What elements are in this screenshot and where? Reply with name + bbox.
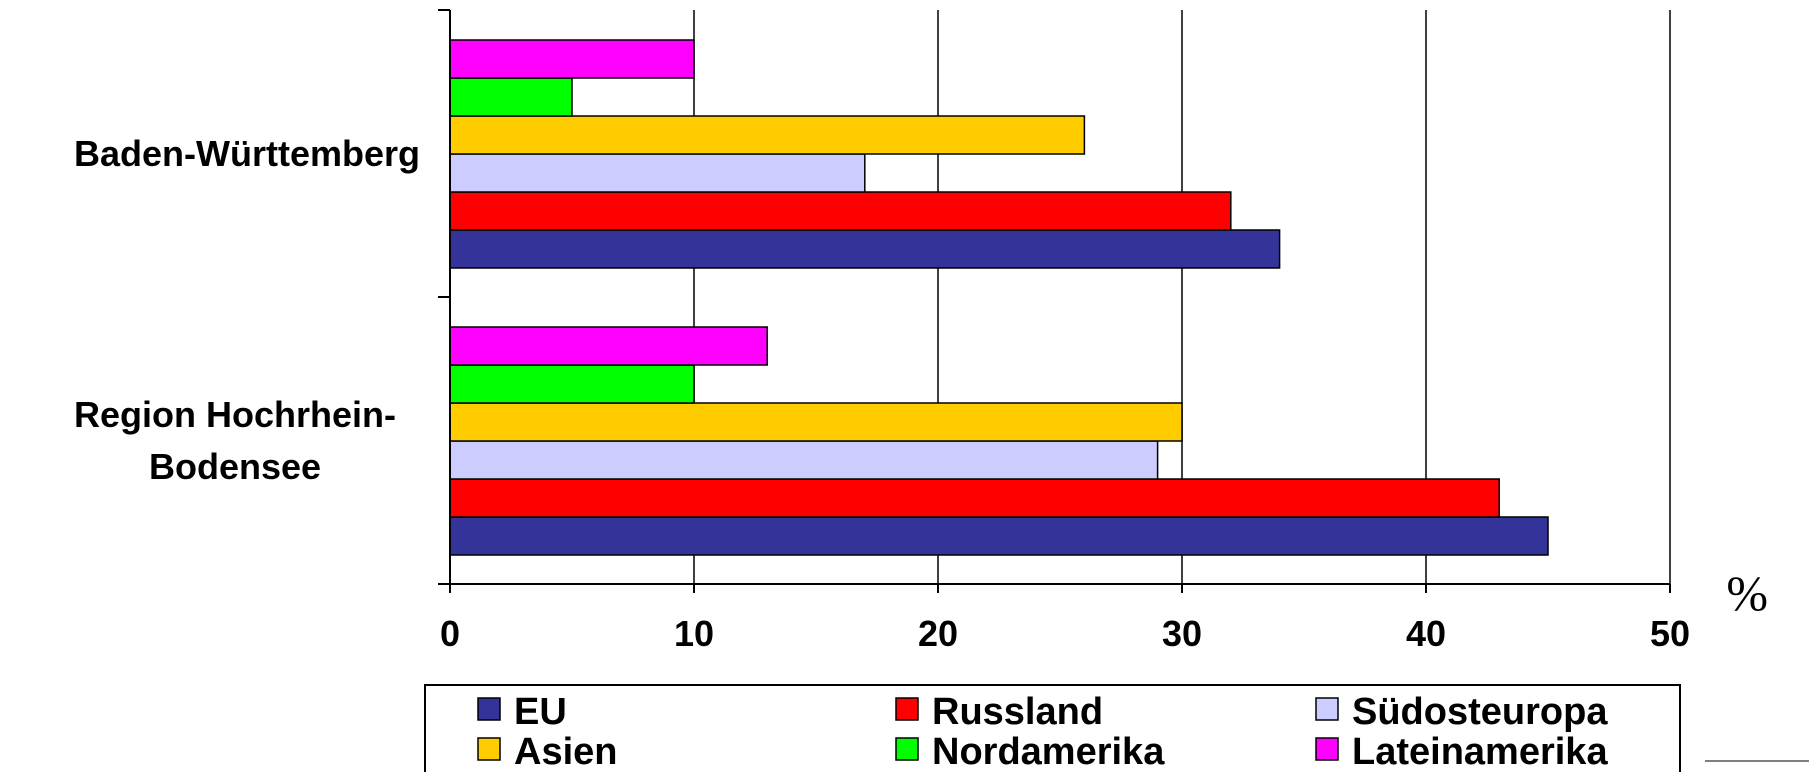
legend-label-asien: Asien [514, 731, 617, 772]
bars [449, 39, 1549, 556]
legend-label-nordamerika: Nordamerika [932, 731, 1165, 772]
bar-baden-wurttemberg-sudosteuropa [449, 153, 866, 193]
legend-swatch-russland [895, 697, 919, 721]
bar-region-hochrhein-bodensee-eu [449, 516, 1549, 556]
legend-box [424, 684, 1681, 772]
legend-label-russland: Russland [932, 691, 1103, 733]
legend: EU Russland Südosteuropa Asien Nordamerika La… [424, 684, 1681, 772]
bar-region-hochrhein-bodensee-russland [449, 478, 1500, 518]
legend-swatch-nordamerika [895, 737, 919, 761]
x-tick-label-40: 40 [1406, 613, 1446, 654]
bar-baden-wurttemberg-nordamerika [449, 77, 573, 117]
legend-swatch-lateinamerika [1315, 737, 1339, 761]
bar-region-hochrhein-bodensee-nordamerika [449, 364, 695, 404]
bar-region-hochrhein-bodensee-asien [449, 402, 1183, 442]
bar-baden-wurttemberg-eu [449, 229, 1281, 269]
bar-region-hochrhein-bodensee-lateinamerika [449, 326, 768, 366]
bar-baden-wurttemberg-lateinamerika [449, 39, 695, 79]
x-tick-label-20: 20 [918, 613, 958, 654]
legend-swatch-sudosteuropa [1315, 697, 1339, 721]
unit-label: % [1726, 565, 1768, 621]
category-label-1-line-0: Region Hochrhein- [74, 394, 396, 435]
x-tick-label-50: 50 [1650, 613, 1690, 654]
bar-baden-wurttemberg-asien [449, 115, 1086, 155]
legend-label-lateinamerika: Lateinamerika [1352, 731, 1608, 772]
legend-swatch-eu [477, 697, 501, 721]
tick-labels: 0 10 20 30 40 50 [440, 613, 1690, 654]
x-tick-label-10: 10 [674, 613, 714, 654]
x-tick-label-30: 30 [1162, 613, 1202, 654]
category-label-1-line-1: Bodensee [149, 446, 321, 487]
x-tick-label-0: 0 [440, 613, 460, 654]
bar-baden-wurttemberg-russland [449, 191, 1232, 231]
legend-label-eu: EU [514, 691, 567, 733]
bar-region-hochrhein-bodensee-sudosteuropa [449, 440, 1159, 480]
legend-label-sudosteuropa: Südosteuropa [1352, 691, 1608, 733]
legend-swatch-asien [477, 737, 501, 761]
axes [438, 9, 1671, 593]
category-label-0-line-0: Baden-Württemberg [74, 133, 420, 174]
category-labels: Baden-Württemberg Region Hochrhein- Bodens… [74, 133, 420, 487]
